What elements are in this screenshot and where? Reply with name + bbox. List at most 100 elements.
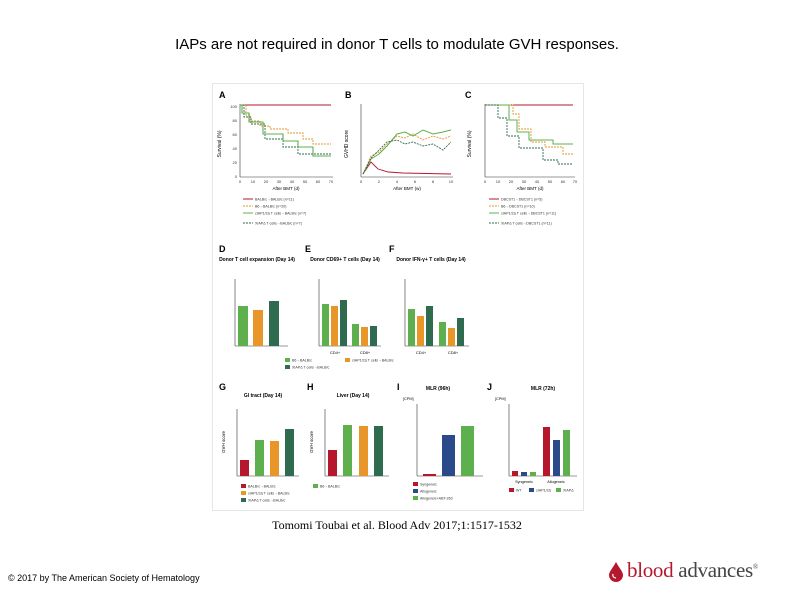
h-bar-ciap [359, 426, 368, 476]
panel-c-x-label: After BMT (d) [517, 186, 544, 191]
a-xtick: 10 [251, 179, 256, 184]
h-bar-syngeneic [328, 450, 337, 476]
c-xtick: 50 [548, 179, 553, 184]
legend-swatch [345, 358, 350, 362]
a-xtick: 70 [329, 179, 334, 184]
a-ytick: 80 [233, 118, 238, 123]
panel-label-b: B [345, 90, 352, 100]
a-curve-xiap [240, 104, 331, 155]
a-xtick: 20 [264, 179, 269, 184]
g-bar-ciap [270, 441, 279, 476]
a-ytick: 20 [233, 160, 238, 165]
blood-drop-icon [609, 561, 623, 582]
panel-h-y-label: GVH score [309, 431, 314, 454]
logo-text-advances: advances [673, 558, 753, 582]
g-bar-syngeneic [240, 460, 249, 476]
panel-j-legend: WT cIAP1/2Δ XIAPΔ [509, 488, 574, 493]
h-bar-xiap [374, 426, 383, 476]
panel-a-y-label: Survival (%) [217, 130, 223, 157]
c-xtick: 20 [509, 179, 514, 184]
c-xtick: 70 [573, 179, 578, 184]
legend-swatch [509, 488, 514, 492]
panel-d-title: Donor T cell expansion (Day 14) [219, 257, 295, 263]
d-bar-xiap [269, 301, 279, 346]
c-curve-ciap [485, 104, 573, 145]
legend-def-item: XIAPΔ T cells→BALB/c [292, 366, 329, 370]
panel-j-unit: [CPM] [495, 397, 506, 401]
logo-text-blood: blood [627, 558, 674, 582]
f-bar-cd8-ciap [448, 328, 455, 346]
panel-label-j: J [487, 382, 492, 392]
panel-c-x-ticks: 0 10 20 30 40 50 60 70 [484, 179, 578, 184]
j-bar-allo-ciap [553, 440, 560, 476]
panel-label-d: D [219, 244, 226, 254]
j-bar-allo-wt [543, 427, 550, 476]
legend-def-item: B6→BALB/c [292, 359, 312, 363]
d-bar-b6 [238, 306, 248, 346]
b-curve-allo [362, 133, 452, 175]
a-ytick: 60 [233, 132, 238, 137]
legend-j-item: cIAP1/2Δ [536, 489, 552, 493]
c-curve-xiap [485, 104, 573, 165]
a-xtick: 50 [303, 179, 308, 184]
c-xtick: 30 [522, 179, 527, 184]
d-bar-ciap [253, 310, 263, 346]
e-xtick: CD8+ [360, 350, 371, 355]
panel-label-e: E [305, 244, 311, 254]
e-bar-cd8-xiap [370, 326, 377, 346]
panel-label-i: I [397, 382, 400, 392]
panel-label-f: F [389, 244, 395, 254]
a-ytick: 0 [235, 174, 238, 179]
logo-registered-mark: ® [752, 563, 758, 571]
a-xtick: 0 [239, 179, 242, 184]
legend-swatch [313, 484, 318, 488]
h-bar-b6 [343, 425, 352, 476]
panel-h-title: Liver (Day 14) [337, 393, 370, 399]
panel-a-legend: BALB/c→BALB/c (n=11) B6→BALB/c (n=20) cI… [243, 198, 306, 226]
legend-a-item: XIAPΔ T cells→BALB/c (n=7) [255, 222, 302, 226]
c-curve-allo [485, 104, 573, 155]
a-curve-ciap [240, 104, 331, 157]
panel-c-legend: DBCST1→DBCST1 (n=5) B6→DBCST1 (n=10) cIA… [489, 198, 556, 226]
b-xtick: 8 [432, 179, 435, 184]
i-bar-allogeneic [442, 435, 455, 476]
b-curve-xiap [362, 139, 452, 175]
legend-i-item: Allogeneic+ABT-263 [420, 497, 453, 501]
j-bar-allo-xiap [563, 430, 570, 476]
j-bar-syn-ciap [521, 472, 527, 476]
b-curve-ciap [362, 129, 452, 175]
journal-logo: blood advances® [605, 558, 758, 583]
e-bar-cd4-ciap [331, 306, 338, 346]
legend-a-item: cIAP1/2Δ T cells→BALB/c (n=7) [255, 212, 306, 216]
panel-label-c: C [465, 90, 472, 100]
gh-legend: BALB/c→BALB/c B6→BALB/c cIAP1/2Δ T cells… [241, 484, 340, 503]
panel-label-a: A [219, 90, 226, 100]
b-xtick: 6 [414, 179, 417, 184]
legend-c-item: cIAP1/2Δ T cells→DBCST1 (n=11) [501, 212, 556, 216]
panel-f-title: Donor IFN-γ+ T cells (Day 14) [396, 257, 466, 263]
legend-c-item: DBCST1→DBCST1 (n=5) [501, 198, 542, 202]
panel-a-y-ticks: 100 80 60 40 20 0 [230, 104, 237, 179]
panel-b-y-label: GVHD score [344, 130, 350, 158]
legend-swatch [529, 488, 534, 492]
e-xtick: CD4+ [330, 350, 341, 355]
j-bar-syn-xiap [530, 472, 536, 476]
f-bar-cd4-xiap [426, 306, 433, 346]
legend-gh-item: XIAPΔ T cells→BALB/c [248, 499, 285, 503]
e-bar-cd8-ciap [361, 327, 368, 346]
a-xtick: 30 [277, 179, 282, 184]
b-xtick: 4 [396, 179, 399, 184]
c-xtick: 10 [496, 179, 501, 184]
figure-graphic: A Survival (%) 100 80 60 40 20 0 0 10 20… [217, 90, 578, 503]
legend-gh-item: BALB/c→BALB/c [248, 485, 276, 489]
legend-swatch [285, 365, 290, 369]
legend-i-item: Syngeneic [420, 483, 437, 487]
legend-swatch [241, 498, 246, 502]
f-bar-cd4-ciap [417, 316, 424, 346]
panel-j-title: MLR (72h) [531, 386, 556, 392]
b-xtick: 0 [360, 179, 363, 184]
g-bar-xiap [285, 429, 294, 476]
panel-i-title: MLR (96h) [426, 386, 451, 392]
legend-swatch [241, 484, 246, 488]
a-curve-allo [240, 104, 331, 145]
